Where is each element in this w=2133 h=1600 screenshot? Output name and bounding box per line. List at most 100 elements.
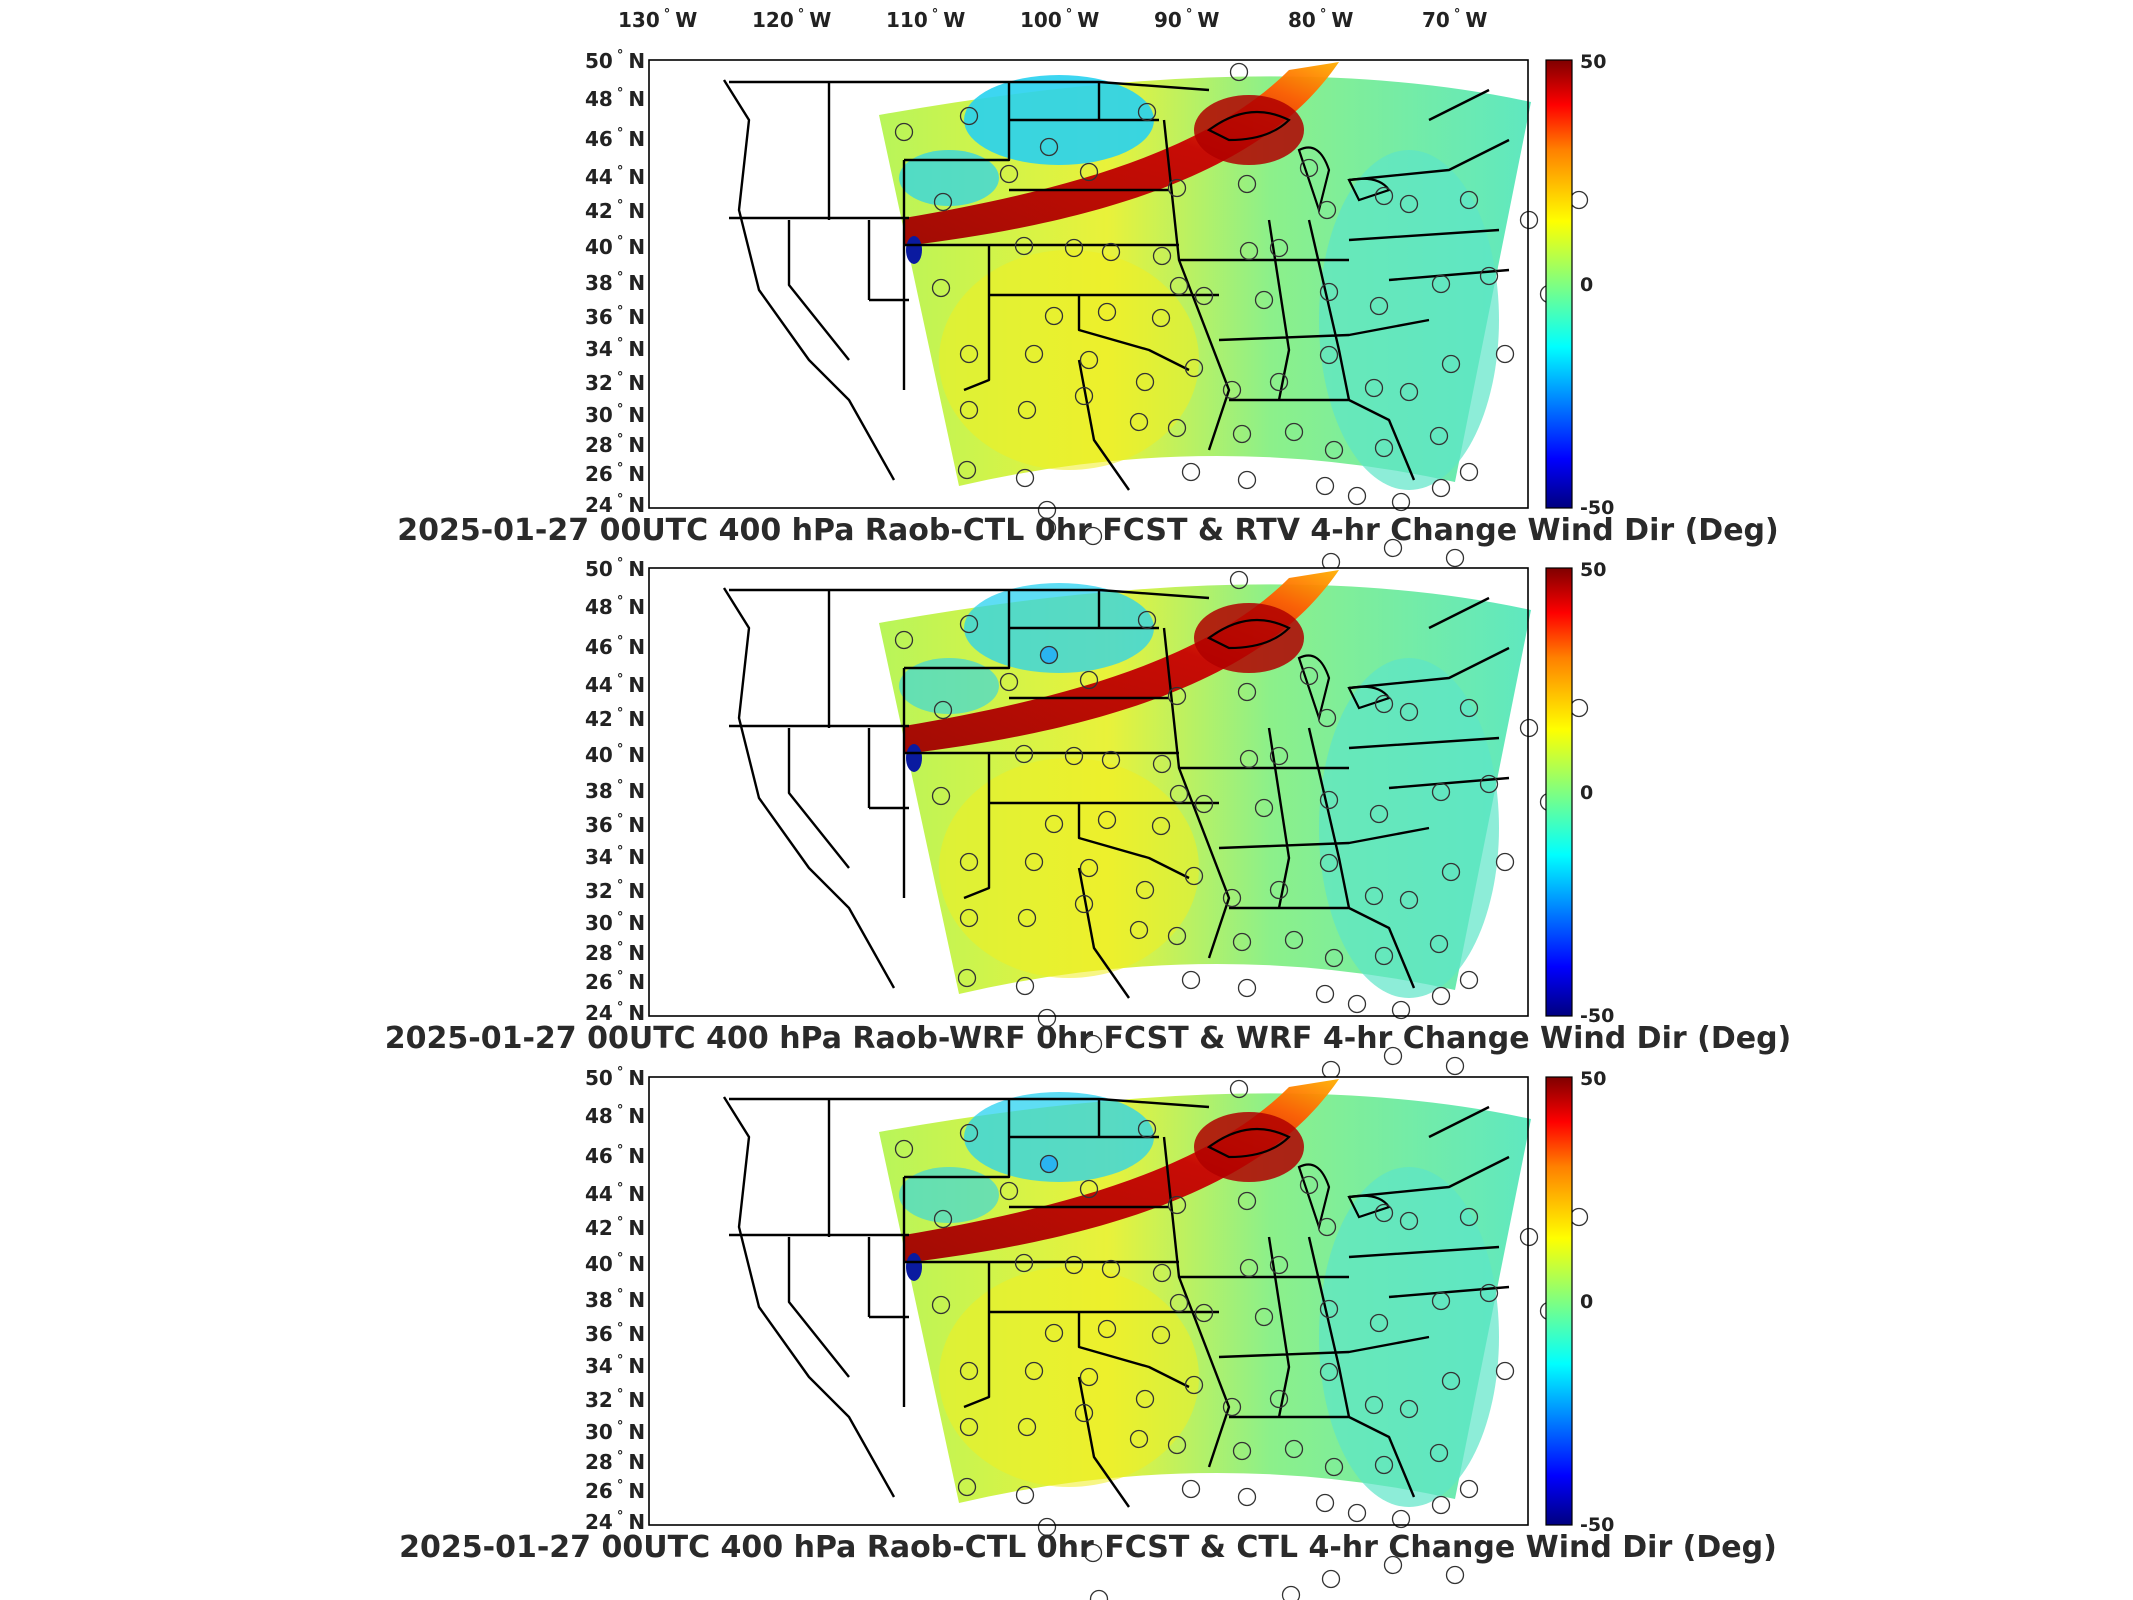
raob-station-marker bbox=[1017, 1417, 1037, 1437]
colorbar-min-label: -50 bbox=[1580, 1514, 1614, 1536]
raob-station-marker bbox=[959, 1123, 979, 1143]
negative-anomaly-region bbox=[899, 1167, 999, 1223]
raob-station-marker bbox=[1299, 666, 1319, 686]
raob-station-marker bbox=[1184, 1375, 1204, 1395]
raob-station-marker bbox=[1269, 746, 1289, 766]
latitude-label: 46 ° N bbox=[585, 634, 645, 659]
longitude-label: 80 ° W bbox=[1288, 7, 1353, 32]
colorbar-mid-label: 0 bbox=[1580, 1291, 1593, 1313]
jet-band bbox=[904, 1079, 1339, 1263]
raob-station-marker bbox=[931, 1295, 951, 1315]
raob-station-marker bbox=[1083, 526, 1103, 546]
raob-station-marker bbox=[1281, 1585, 1301, 1600]
raob-station-marker bbox=[959, 852, 979, 872]
raob-station-marker bbox=[1232, 932, 1252, 952]
latitude-label: 36 ° N bbox=[585, 304, 645, 329]
colorbar bbox=[1545, 567, 1573, 1017]
raob-station-marker bbox=[957, 460, 977, 480]
raob-station-marker bbox=[1319, 1362, 1339, 1382]
latitude-label: 38 ° N bbox=[585, 1287, 645, 1312]
raob-station-marker bbox=[1037, 1517, 1057, 1537]
positive-anomaly-region bbox=[939, 1267, 1199, 1487]
raob-station-marker bbox=[1181, 462, 1201, 482]
positive-anomaly-region bbox=[939, 250, 1199, 470]
raob-station-marker bbox=[1239, 749, 1259, 769]
latitude-label: 36 ° N bbox=[585, 812, 645, 837]
raob-station-marker bbox=[1169, 276, 1189, 296]
raob-station-marker bbox=[1037, 1026, 1057, 1046]
raob-station-marker bbox=[1269, 1255, 1289, 1275]
map-panel: 50 ° N 48 ° N 46 ° N 44 ° N 42 ° N 40 ° N 38 ° N 36 ° N 34 ° N 32 ° N… bbox=[385, 556, 1791, 1100]
latitude-label: 48 ° N bbox=[585, 594, 645, 619]
latitude-label: 50 ° N bbox=[585, 48, 645, 73]
raob-station-marker bbox=[894, 122, 914, 142]
raob-station-marker bbox=[1315, 476, 1335, 496]
raob-station-marker bbox=[1239, 1258, 1259, 1278]
raob-station-marker bbox=[1064, 746, 1084, 766]
raob-station-marker bbox=[1479, 266, 1499, 286]
raob-station-marker bbox=[1151, 308, 1171, 328]
raob-station-marker bbox=[1299, 1175, 1319, 1195]
latitude-label: 30 ° N bbox=[585, 402, 645, 427]
latitude-label: 34 ° N bbox=[585, 336, 645, 361]
latitude-label: 28 ° N bbox=[585, 940, 645, 965]
raob-station-marker bbox=[1391, 1000, 1411, 1020]
raob-station-marker bbox=[1229, 62, 1249, 82]
longitude-labels: 130 ° W 120 ° W 110 ° W 100 ° W 90 ° W 80 ° W 70 ° W bbox=[618, 7, 1487, 32]
raob-station-marker bbox=[1167, 1435, 1187, 1455]
longitude-label: 90 ° W bbox=[1154, 7, 1219, 32]
raob-station-marker bbox=[931, 786, 951, 806]
raob-station-marker bbox=[1237, 978, 1257, 998]
raob-station-marker bbox=[1459, 970, 1479, 990]
colorbar-mid-label: 0 bbox=[1580, 782, 1593, 804]
map-frame bbox=[648, 1076, 1529, 1526]
raob-station-marker bbox=[1074, 894, 1094, 914]
raob-station-marker bbox=[1429, 1443, 1449, 1463]
great-lakes bbox=[1206, 618, 1391, 722]
jet-band bbox=[904, 62, 1339, 246]
raob-station-marker bbox=[1039, 645, 1059, 665]
raob-station-marker bbox=[1129, 412, 1149, 432]
raob-station-marker bbox=[1269, 880, 1289, 900]
raob-station-marker bbox=[1479, 774, 1499, 794]
raob-station-marker bbox=[1319, 282, 1339, 302]
raob-station-marker bbox=[1152, 754, 1172, 774]
latitude-label: 50 ° N bbox=[585, 1065, 645, 1090]
raob-station-marker bbox=[1284, 930, 1304, 950]
raob-station-marker bbox=[1431, 1495, 1451, 1515]
raob-station-marker bbox=[1383, 538, 1403, 558]
raob-station-marker bbox=[1445, 548, 1465, 568]
raob-station-marker bbox=[1137, 610, 1157, 630]
raob-station-marker bbox=[1369, 804, 1389, 824]
jet-core bbox=[1194, 603, 1304, 673]
raob-station-marker bbox=[999, 672, 1019, 692]
raob-station-marker bbox=[1383, 1555, 1403, 1575]
raob-station-marker bbox=[959, 400, 979, 420]
longitude-label: 130 ° W bbox=[618, 7, 697, 32]
raob-station-marker bbox=[1079, 350, 1099, 370]
latitude-label: 38 ° N bbox=[585, 270, 645, 295]
raob-station-marker bbox=[1229, 1079, 1249, 1099]
map-frame bbox=[648, 59, 1529, 509]
latitude-label: 38 ° N bbox=[585, 778, 645, 803]
raob-station-marker bbox=[1167, 1195, 1187, 1215]
raob-station-marker bbox=[1495, 344, 1515, 364]
east-field-region bbox=[1319, 150, 1499, 490]
raob-station-marker bbox=[1374, 438, 1394, 458]
latitude-label: 40 ° N bbox=[585, 742, 645, 767]
raob-station-marker bbox=[1319, 790, 1339, 810]
raob-station-marker bbox=[1083, 1034, 1103, 1054]
raob-station-marker bbox=[1321, 1060, 1341, 1080]
latitude-label: 24 ° N bbox=[585, 1000, 645, 1025]
negative-spot bbox=[906, 744, 922, 772]
latitude-label: 44 ° N bbox=[585, 1181, 645, 1206]
raob-stations bbox=[894, 1079, 1589, 1600]
colorbar bbox=[1545, 1076, 1573, 1526]
negative-anomaly-region bbox=[899, 150, 999, 206]
colorbar-max-label: 50 bbox=[1580, 1068, 1606, 1090]
raob-station-marker bbox=[1014, 744, 1034, 764]
raob-station-marker bbox=[1064, 238, 1084, 258]
latitude-labels: 50 ° N 48 ° N 46 ° N 44 ° N 42 ° N 40 ° N 38 ° N 36 ° N 34 ° N 32 ° N… bbox=[585, 1065, 645, 1534]
longitude-label: 100 ° W bbox=[1020, 7, 1099, 32]
raob-station-marker bbox=[1237, 1487, 1257, 1507]
